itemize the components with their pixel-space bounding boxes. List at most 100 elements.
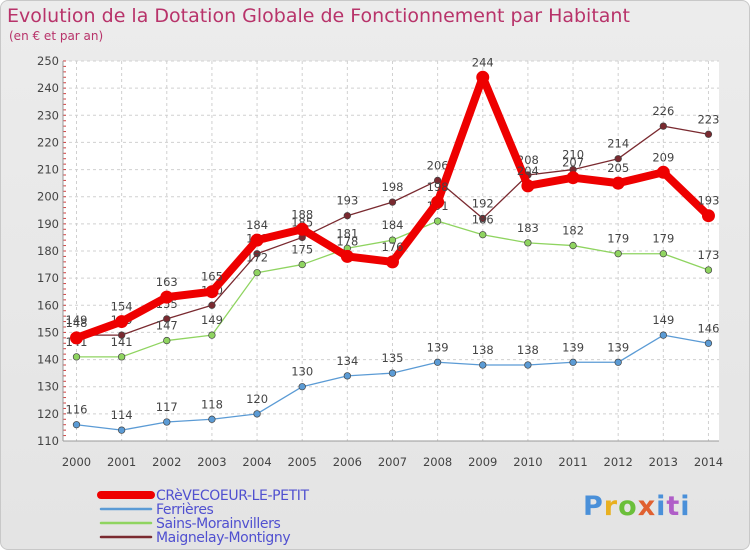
data-point <box>388 198 397 206</box>
x-tick-label: 2002 <box>152 455 181 469</box>
data-point <box>614 250 622 258</box>
data-label: 205 <box>607 161 629 175</box>
y-tick-label: 250 <box>37 54 59 68</box>
data-point <box>433 358 442 366</box>
data-point <box>524 361 532 369</box>
y-tick-label: 210 <box>37 163 59 177</box>
data-point <box>340 249 354 263</box>
y-tick-label: 200 <box>37 190 59 204</box>
data-label: 117 <box>156 400 178 414</box>
data-label: 186 <box>472 213 494 227</box>
data-point <box>295 222 309 236</box>
data-label: 146 <box>697 321 719 335</box>
data-point <box>208 301 216 309</box>
data-point <box>117 353 126 361</box>
data-point <box>298 383 306 391</box>
chart-subtitle: (en € et par an) <box>9 29 104 43</box>
data-point <box>70 331 83 345</box>
data-point <box>521 179 535 193</box>
data-label: 139 <box>607 340 629 354</box>
data-point <box>524 239 532 247</box>
data-point <box>704 339 713 347</box>
data-label: 118 <box>201 397 223 411</box>
data-point <box>72 353 81 361</box>
data-point <box>479 231 487 239</box>
data-label: 179 <box>652 232 674 246</box>
data-label: 138 <box>472 343 494 357</box>
data-label: 149 <box>66 313 88 327</box>
proxiti-logo: Proxiti <box>583 491 691 522</box>
data-label: 183 <box>517 221 539 235</box>
data-point <box>117 426 126 434</box>
data-label: 210 <box>562 148 584 162</box>
data-point <box>343 372 351 380</box>
data-point <box>659 250 667 258</box>
chart-title: Evolution de la Dotation Globale de Fonc… <box>7 5 630 27</box>
data-label: 154 <box>111 300 133 314</box>
data-point <box>160 290 174 304</box>
data-label: 134 <box>336 354 358 368</box>
data-point <box>701 209 715 223</box>
legend-label: Sains-Morainvillers <box>156 516 280 532</box>
legend-label: CRèVECOEUR-LE-PETIT <box>156 488 309 504</box>
data-label: 188 <box>291 207 313 221</box>
data-label: 165 <box>201 270 223 284</box>
data-label: 175 <box>291 243 313 257</box>
data-label: 130 <box>291 365 313 379</box>
data-point <box>115 315 129 329</box>
y-tick-label: 170 <box>37 271 59 285</box>
data-label: 207 <box>562 156 584 170</box>
data-label: 198 <box>427 180 449 194</box>
y-tick-label: 220 <box>37 135 59 149</box>
data-label: 139 <box>427 340 449 354</box>
data-point <box>566 171 580 185</box>
y-tick-label: 240 <box>37 81 59 95</box>
data-point <box>343 212 351 220</box>
y-tick-label: 180 <box>37 244 59 258</box>
data-point <box>385 255 399 269</box>
x-tick-label: 2006 <box>333 455 362 469</box>
data-label: 172 <box>246 251 268 265</box>
x-tick-label: 2009 <box>468 455 497 469</box>
data-point <box>614 155 622 163</box>
y-tick-label: 150 <box>37 325 59 339</box>
data-label: 182 <box>562 224 584 238</box>
x-tick-label: 2012 <box>604 455 633 469</box>
data-label: 149 <box>652 313 674 327</box>
data-point <box>569 358 577 366</box>
data-point <box>569 241 577 250</box>
data-point <box>298 260 306 269</box>
legend-label: Maignelay-Montigny <box>156 530 290 546</box>
x-tick-label: 2008 <box>423 455 452 469</box>
data-label: 149 <box>201 313 223 327</box>
data-point <box>253 410 261 418</box>
data-label: 179 <box>607 232 629 246</box>
y-tick-label: 130 <box>37 380 59 394</box>
data-point <box>208 331 216 339</box>
x-tick-label: 2013 <box>649 455 678 469</box>
x-tick-label: 2007 <box>378 455 407 469</box>
x-tick-label: 2014 <box>694 455 723 469</box>
x-tick-label: 2011 <box>558 455 587 469</box>
data-label: 184 <box>246 218 268 232</box>
x-tick-label: 2003 <box>197 455 226 469</box>
data-point <box>250 233 264 247</box>
data-point <box>72 421 81 429</box>
data-label: 244 <box>472 55 494 69</box>
x-tick-label: 2004 <box>242 455 271 469</box>
data-point <box>433 217 442 225</box>
data-point <box>208 415 216 423</box>
data-label: 192 <box>472 196 494 210</box>
data-point <box>433 176 442 185</box>
data-label: 178 <box>336 234 358 248</box>
data-label: 181 <box>336 226 358 240</box>
data-label: 120 <box>246 392 268 406</box>
data-label: 139 <box>562 340 584 354</box>
x-tick-label: 2000 <box>62 455 91 469</box>
legend-label: Ferrières <box>156 502 214 518</box>
data-point <box>611 176 625 190</box>
data-label: 214 <box>607 137 629 151</box>
data-label: 141 <box>111 335 133 349</box>
